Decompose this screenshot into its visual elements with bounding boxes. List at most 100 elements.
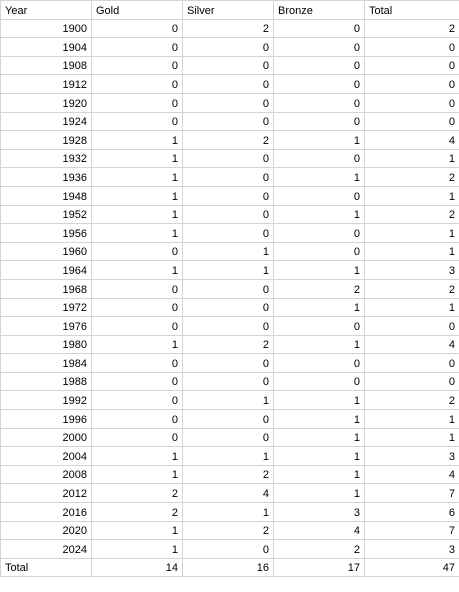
- gold-cell[interactable]: 0: [91, 316, 183, 336]
- silver-cell[interactable]: 0: [182, 427, 274, 448]
- bronze-cell[interactable]: 0: [273, 55, 365, 76]
- year-cell[interactable]: 1984: [0, 353, 92, 373]
- gold-cell[interactable]: 0: [91, 92, 183, 113]
- total-cell[interactable]: 3: [364, 260, 459, 280]
- silver-cell[interactable]: 0: [182, 55, 274, 76]
- bronze-cell[interactable]: 1: [273, 130, 365, 150]
- total-cell[interactable]: 0: [364, 92, 459, 113]
- bronze-cell[interactable]: 0: [273, 223, 365, 243]
- year-cell[interactable]: 1980: [0, 334, 92, 355]
- total-cell[interactable]: 0: [364, 353, 459, 373]
- gold-cell[interactable]: 0: [91, 37, 183, 57]
- year-cell[interactable]: 2008: [0, 464, 92, 485]
- year-cell[interactable]: 1924: [0, 111, 92, 132]
- bronze-cell[interactable]: 0: [273, 185, 365, 206]
- silver-cell[interactable]: 0: [182, 74, 274, 94]
- gold-cell[interactable]: 0: [91, 353, 183, 373]
- gold-cell[interactable]: 0: [91, 297, 183, 318]
- bronze-cell[interactable]: 1: [273, 409, 365, 429]
- silver-cell[interactable]: 2: [182, 18, 274, 39]
- total-cell[interactable]: 1: [364, 185, 459, 206]
- bronze-cell[interactable]: 1: [273, 204, 365, 225]
- total-cell[interactable]: 1: [364, 297, 459, 318]
- header-bronze[interactable]: Bronze: [273, 0, 365, 20]
- total-cell[interactable]: 7: [364, 520, 459, 541]
- year-cell[interactable]: 1920: [0, 92, 92, 113]
- year-cell[interactable]: 2004: [0, 446, 92, 466]
- gold-cell[interactable]: 1: [91, 539, 183, 559]
- year-cell[interactable]: 1908: [0, 55, 92, 76]
- bronze-cell[interactable]: 1: [273, 390, 365, 411]
- total-cell[interactable]: 1: [364, 427, 459, 448]
- bronze-cell[interactable]: 1: [273, 427, 365, 448]
- gold-cell[interactable]: 1: [91, 223, 183, 243]
- total-cell[interactable]: 4: [364, 130, 459, 150]
- year-cell[interactable]: 2016: [0, 502, 92, 522]
- silver-cell[interactable]: 0: [182, 37, 274, 57]
- year-cell[interactable]: 1912: [0, 74, 92, 94]
- total-cell[interactable]: 1: [364, 409, 459, 429]
- total-cell[interactable]: 4: [364, 464, 459, 485]
- bronze-cell[interactable]: 2: [273, 539, 365, 559]
- year-cell[interactable]: 1952: [0, 204, 92, 225]
- total-cell[interactable]: 3: [364, 446, 459, 466]
- gold-cell[interactable]: 2: [91, 483, 183, 504]
- silver-cell[interactable]: 0: [182, 185, 274, 206]
- silver-cell[interactable]: 0: [182, 92, 274, 113]
- silver-cell[interactable]: 0: [182, 539, 274, 559]
- bronze-cell[interactable]: 0: [273, 37, 365, 57]
- bronze-cell[interactable]: 1: [273, 297, 365, 318]
- gold-cell[interactable]: 0: [91, 18, 183, 39]
- total-cell[interactable]: 7: [364, 483, 459, 504]
- gold-cell[interactable]: 1: [91, 334, 183, 355]
- silver-cell[interactable]: 0: [182, 148, 274, 169]
- header-total[interactable]: Total: [364, 0, 459, 20]
- total-cell[interactable]: 0: [364, 55, 459, 76]
- total-silver[interactable]: 16: [182, 557, 274, 578]
- year-cell[interactable]: 1964: [0, 260, 92, 280]
- silver-cell[interactable]: 0: [182, 371, 274, 392]
- total-label[interactable]: Total: [0, 557, 92, 578]
- total-cell[interactable]: 2: [364, 204, 459, 225]
- header-year[interactable]: Year: [0, 0, 92, 20]
- bronze-cell[interactable]: 1: [273, 483, 365, 504]
- gold-cell[interactable]: 0: [91, 427, 183, 448]
- bronze-cell[interactable]: 0: [273, 92, 365, 113]
- gold-cell[interactable]: 0: [91, 74, 183, 94]
- silver-cell[interactable]: 0: [182, 223, 274, 243]
- gold-cell[interactable]: 1: [91, 185, 183, 206]
- bronze-cell[interactable]: 1: [273, 260, 365, 280]
- silver-cell[interactable]: 1: [182, 241, 274, 262]
- bronze-cell[interactable]: 0: [273, 241, 365, 262]
- bronze-cell[interactable]: 1: [273, 167, 365, 187]
- bronze-cell[interactable]: 3: [273, 502, 365, 522]
- year-cell[interactable]: 1988: [0, 371, 92, 392]
- bronze-cell[interactable]: 0: [273, 371, 365, 392]
- silver-cell[interactable]: 0: [182, 111, 274, 132]
- bronze-cell[interactable]: 0: [273, 74, 365, 94]
- total-cell[interactable]: 3: [364, 539, 459, 559]
- total-cell[interactable]: 4: [364, 334, 459, 355]
- silver-cell[interactable]: 0: [182, 167, 274, 187]
- gold-cell[interactable]: 1: [91, 148, 183, 169]
- total-cell[interactable]: 6: [364, 502, 459, 522]
- gold-cell[interactable]: 0: [91, 55, 183, 76]
- year-cell[interactable]: 1968: [0, 278, 92, 299]
- gold-cell[interactable]: 0: [91, 371, 183, 392]
- total-cell[interactable]: 2: [364, 390, 459, 411]
- year-cell[interactable]: 2012: [0, 483, 92, 504]
- bronze-cell[interactable]: 1: [273, 446, 365, 466]
- gold-cell[interactable]: 0: [91, 241, 183, 262]
- gold-cell[interactable]: 0: [91, 111, 183, 132]
- bronze-cell[interactable]: 4: [273, 520, 365, 541]
- year-cell[interactable]: 1900: [0, 18, 92, 39]
- total-bronze[interactable]: 17: [273, 557, 365, 578]
- year-cell[interactable]: 1932: [0, 148, 92, 169]
- total-gold[interactable]: 14: [91, 557, 183, 578]
- year-cell[interactable]: 1960: [0, 241, 92, 262]
- bronze-cell[interactable]: 0: [273, 18, 365, 39]
- year-cell[interactable]: 2000: [0, 427, 92, 448]
- total-cell[interactable]: 0: [364, 74, 459, 94]
- silver-cell[interactable]: 0: [182, 204, 274, 225]
- bronze-cell[interactable]: 2: [273, 278, 365, 299]
